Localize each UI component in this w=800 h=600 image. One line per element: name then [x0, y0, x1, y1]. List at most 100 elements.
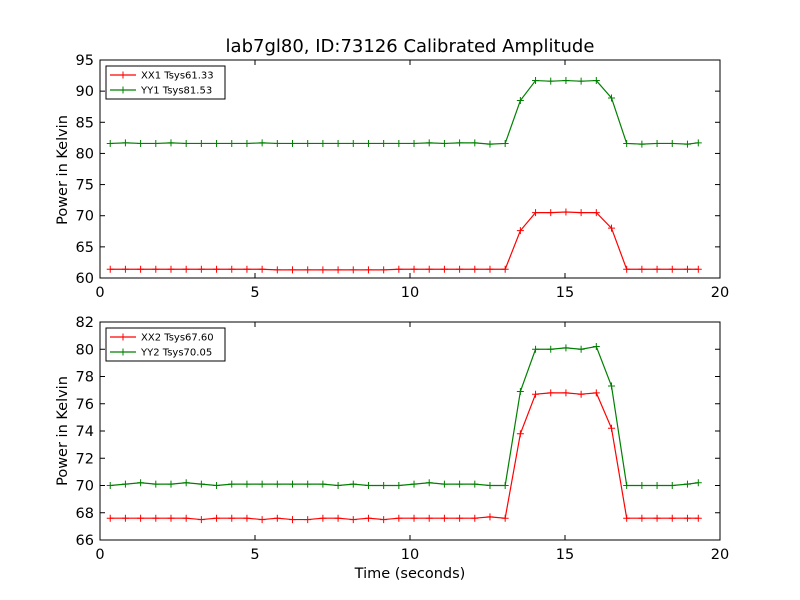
chart-title: lab7gl80, ID:73126 Calibrated Amplitude — [226, 36, 595, 57]
data-point — [410, 139, 418, 147]
data-point — [289, 139, 297, 147]
y-axis-label: Power in Kelvin — [55, 115, 71, 225]
data-point — [258, 265, 266, 273]
data-point — [456, 480, 464, 488]
data-point — [258, 480, 266, 488]
data-point — [380, 266, 388, 274]
data-point — [273, 514, 281, 522]
data-point — [137, 514, 145, 522]
data-point — [213, 265, 221, 273]
data-point — [577, 390, 585, 398]
data-point — [501, 265, 509, 273]
data-point — [668, 139, 676, 147]
data-point — [608, 424, 615, 432]
data-point — [364, 482, 372, 489]
data-point — [638, 514, 646, 522]
data-point — [562, 344, 570, 352]
data-point — [456, 514, 464, 522]
legend-swatch-marker — [119, 348, 127, 356]
data-point — [532, 390, 540, 398]
legend-entry: YY1 Tsys81.53 — [110, 86, 212, 97]
data-point — [516, 430, 524, 438]
data-point — [121, 139, 129, 147]
legend-swatch-marker — [119, 86, 127, 94]
data-point — [562, 389, 570, 397]
data-point — [137, 265, 145, 273]
bottom-chart: Time (seconds) Power in Kelvin 0 5 10 15 20 6… — [55, 315, 729, 582]
data-point — [228, 514, 236, 522]
data-point — [623, 265, 631, 273]
x-axis-label: Time (seconds) — [354, 566, 466, 582]
data-point — [608, 382, 615, 390]
legend-box — [105, 65, 226, 100]
data-point — [213, 139, 221, 147]
data-point — [273, 266, 281, 274]
data-point — [304, 480, 312, 488]
data-point — [380, 482, 388, 489]
data-point — [349, 139, 357, 147]
data-point — [258, 139, 266, 147]
plot-area: 0 5 10 15 20 60 65 70 75 80 85 90 95 XX1 Tsys61.33 YY1… — [76, 53, 730, 301]
y-tick-label: 72 — [76, 451, 94, 467]
data-point — [121, 514, 129, 522]
data-point — [273, 480, 281, 488]
legend-label: XX2 Tsys67.60 — [141, 333, 214, 344]
data-point — [532, 345, 540, 353]
legend-entry: YY2 Tsys70.05 — [110, 348, 212, 359]
data-point — [562, 77, 570, 85]
data-point — [694, 265, 702, 273]
x-tick-label: 15 — [556, 547, 574, 563]
data-point — [694, 139, 702, 147]
data-point — [380, 516, 388, 524]
data-point — [653, 265, 661, 273]
y-tick-label: 95 — [76, 53, 94, 69]
data-point — [152, 514, 160, 522]
data-point — [395, 265, 403, 273]
data-point — [592, 209, 600, 217]
data-point — [456, 139, 464, 147]
data-point — [653, 482, 661, 489]
legend-box — [105, 327, 226, 362]
data-point — [501, 482, 509, 489]
data-point — [410, 265, 418, 273]
data-point — [349, 480, 357, 488]
y-tick-label: 82 — [76, 315, 94, 331]
data-point — [694, 479, 702, 487]
y-tick-label: 65 — [76, 240, 94, 256]
data-point — [471, 480, 479, 488]
data-point — [653, 514, 661, 522]
data-point — [167, 265, 175, 273]
data-point — [425, 479, 433, 487]
data-point — [592, 77, 600, 85]
data-point — [304, 266, 312, 274]
data-point — [486, 513, 494, 521]
data-point — [334, 514, 342, 522]
data-point — [562, 208, 570, 216]
top-chart: lab7gl80, ID:73126 Calibrated Amplitude … — [55, 36, 729, 301]
y-tick-label: 90 — [76, 84, 94, 100]
data-point — [440, 139, 448, 147]
data-point — [425, 139, 433, 147]
data-point — [182, 479, 190, 487]
data-point — [106, 265, 114, 273]
data-point — [501, 514, 509, 522]
x-tick-label: 20 — [711, 285, 729, 301]
data-point — [106, 139, 114, 147]
data-point — [683, 265, 691, 273]
data-point — [547, 77, 555, 85]
data-point — [547, 389, 555, 397]
data-point — [471, 265, 479, 273]
data-point — [182, 265, 190, 273]
y-tick-label: 66 — [76, 533, 94, 549]
data-point — [516, 227, 524, 235]
data-point — [197, 265, 205, 273]
data-point — [137, 479, 145, 487]
legend-label: YY2 Tsys70.05 — [140, 348, 212, 359]
data-point — [121, 480, 129, 488]
data-point — [486, 482, 494, 489]
data-point — [638, 265, 646, 273]
data-point — [668, 265, 676, 273]
data-point — [167, 480, 175, 488]
data-point — [364, 266, 372, 274]
data-point — [608, 224, 615, 232]
